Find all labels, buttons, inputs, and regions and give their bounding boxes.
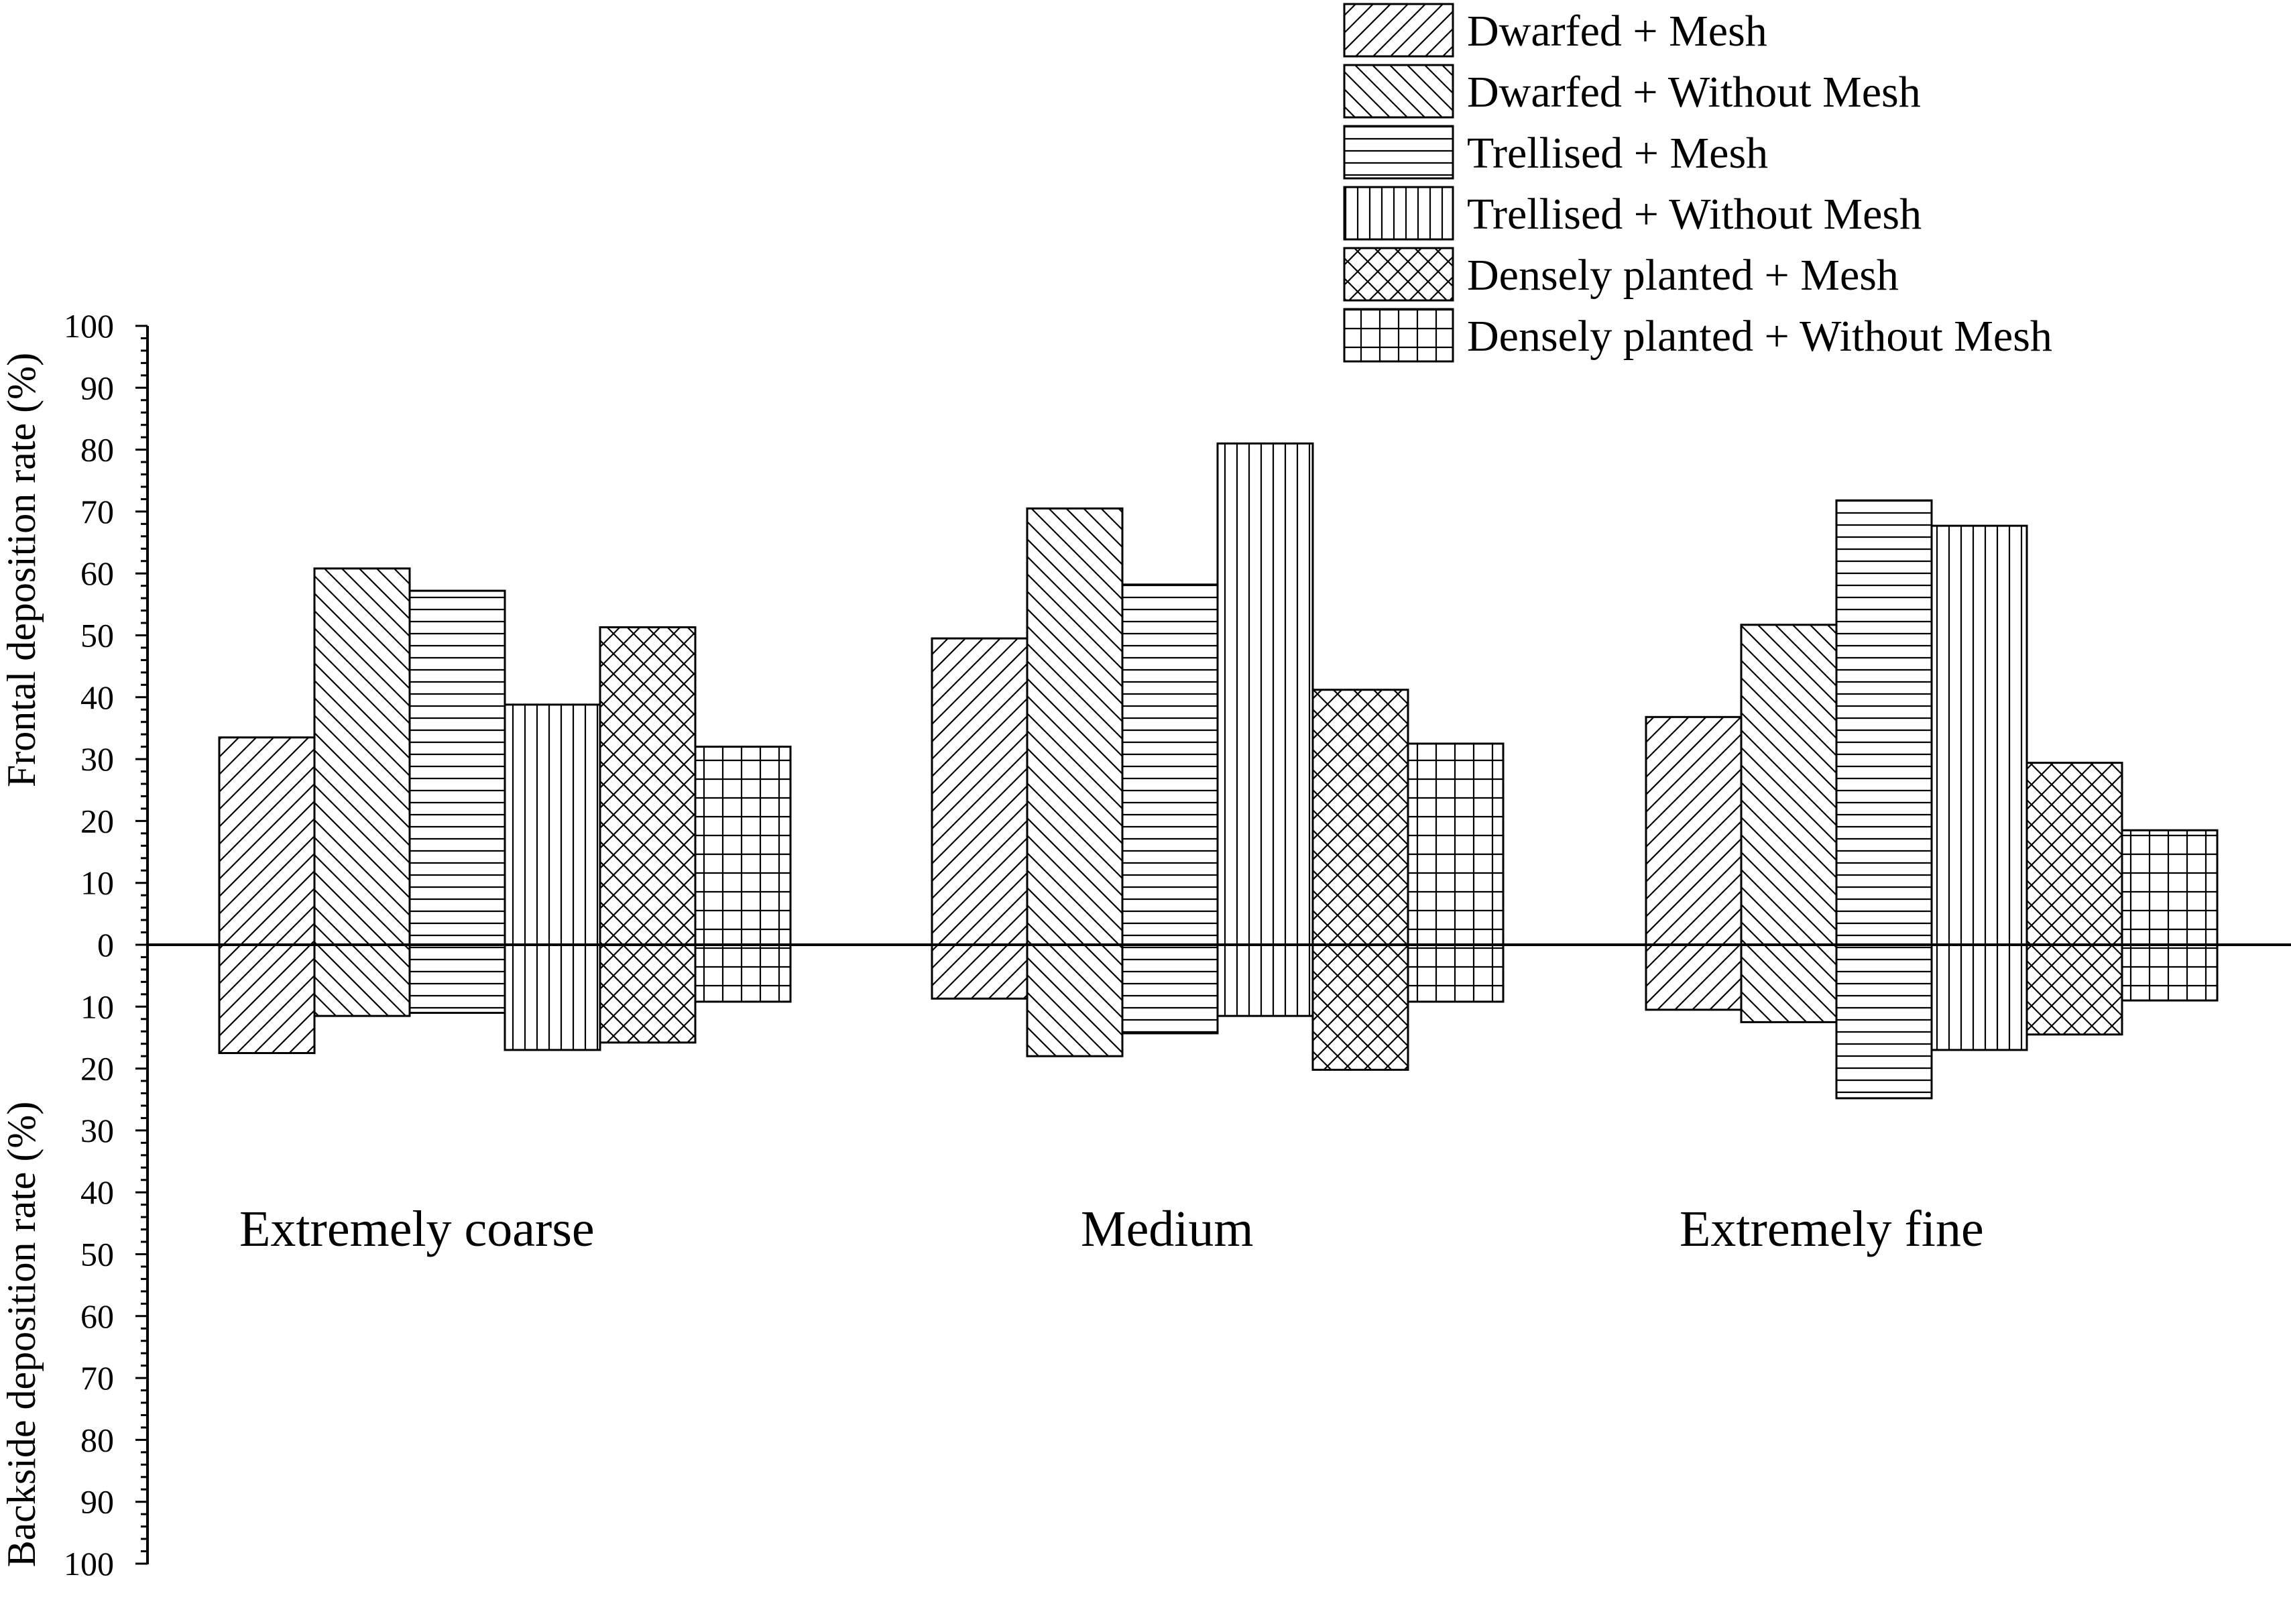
legend-swatch	[1343, 247, 1454, 302]
bar-backside	[218, 943, 316, 1055]
y-tick-label-backside: 60	[80, 1297, 114, 1335]
bar-frontal	[1835, 499, 1933, 946]
bar-frontal	[599, 626, 697, 946]
bar-backside	[1026, 943, 1124, 1057]
bar-frontal	[1026, 507, 1124, 946]
bar-backside	[599, 943, 697, 1044]
bar-backside	[931, 943, 1029, 1000]
bar-frontal	[1121, 583, 1219, 946]
bar-frontal	[2121, 829, 2219, 946]
category-label: Extremely fine	[1680, 1201, 1984, 1257]
y-tick-label-frontal: 30	[80, 740, 114, 778]
bar-backside	[1407, 943, 1505, 1003]
bar-backside	[2121, 943, 2219, 1002]
legend-swatch	[1343, 308, 1454, 363]
legend-label: Dwarfed + Mesh	[1467, 7, 1767, 56]
bar-frontal	[1407, 742, 1505, 946]
y-axis-title-backside: Backside deposition rate (%)	[0, 1102, 44, 1568]
y-tick-label-frontal: 90	[80, 369, 114, 406]
bar-backside	[1645, 943, 1743, 1011]
bar-frontal	[1311, 689, 1409, 946]
y-tick-label-frontal: 0	[97, 926, 114, 964]
bar-backside	[694, 943, 792, 1003]
y-tick-label-backside: 40	[80, 1173, 114, 1211]
bar-backside	[1835, 943, 1933, 1100]
bar-frontal	[218, 736, 316, 946]
y-tick-label-backside: 100	[64, 1545, 114, 1582]
bar-frontal	[694, 746, 792, 946]
legend-swatch	[1343, 186, 1454, 241]
bar-groups	[148, 442, 2291, 1100]
bar-backside	[1930, 943, 2028, 1051]
category-label: Medium	[1081, 1201, 1254, 1257]
legend: Dwarfed + Mesh Dwarfed + Without Mesh Trel…	[1343, 3, 2052, 363]
y-axis-ticks: 0 10 20 30 40 50 60 70 80 90 100 10 20 30 40 50 60 70 80 90…	[64, 307, 148, 1582]
legend-label: Densely planted + Without Mesh	[1467, 312, 2052, 361]
category-label: Extremely coarse	[239, 1201, 595, 1257]
bar-frontal	[1930, 524, 2028, 946]
y-tick-label-backside: 50	[80, 1236, 114, 1273]
legend-label: Trellised + Without Mesh	[1467, 190, 1922, 239]
bar-frontal	[931, 637, 1029, 946]
legend-label: Densely planted + Mesh	[1467, 251, 1899, 300]
legend-label: Dwarfed + Without Mesh	[1467, 68, 1921, 117]
bar-backside	[408, 943, 506, 1014]
y-tick-label-frontal: 60	[80, 555, 114, 592]
bar-frontal	[408, 589, 506, 946]
bar-backside	[313, 943, 411, 1017]
y-tick-label-backside: 20	[80, 1050, 114, 1088]
y-tick-label-frontal: 20	[80, 802, 114, 839]
legend-label: Trellised + Mesh	[1467, 129, 1768, 178]
bar-backside	[1740, 943, 1838, 1023]
bar-backside	[1216, 943, 1314, 1017]
bar-backside	[1121, 943, 1219, 1035]
y-tick-label-frontal: 100	[64, 307, 114, 345]
legend-swatch	[1343, 64, 1454, 119]
y-tick-label-frontal: 80	[80, 431, 114, 469]
y-tick-label-frontal: 50	[80, 617, 114, 654]
bar-frontal	[1216, 442, 1314, 946]
y-tick-label-frontal: 40	[80, 679, 114, 716]
y-tick-label-backside: 90	[80, 1483, 114, 1521]
y-tick-label-backside: 70	[80, 1359, 114, 1397]
bar-backside	[504, 943, 601, 1051]
bar-frontal	[504, 703, 601, 946]
bar-frontal	[1645, 715, 1743, 946]
bar-backside	[1311, 943, 1409, 1071]
y-tick-label-frontal: 70	[80, 493, 114, 530]
legend-swatch	[1343, 3, 1454, 58]
bar-frontal	[1740, 624, 1838, 946]
y-axis-title-frontal: Frontal deposition rate (%)	[0, 353, 44, 787]
y-tick-label-frontal: 10	[80, 864, 114, 902]
y-tick-label-backside: 10	[80, 988, 114, 1025]
bar-backside	[2025, 943, 2123, 1036]
y-tick-label-backside: 30	[80, 1112, 114, 1149]
y-tick-label-backside: 80	[80, 1421, 114, 1458]
bar-frontal	[2025, 762, 2123, 946]
category-labels: Extremely coarse Medium Extremely fine	[239, 1201, 1984, 1257]
bar-frontal	[313, 567, 411, 946]
legend-swatch	[1343, 125, 1454, 180]
